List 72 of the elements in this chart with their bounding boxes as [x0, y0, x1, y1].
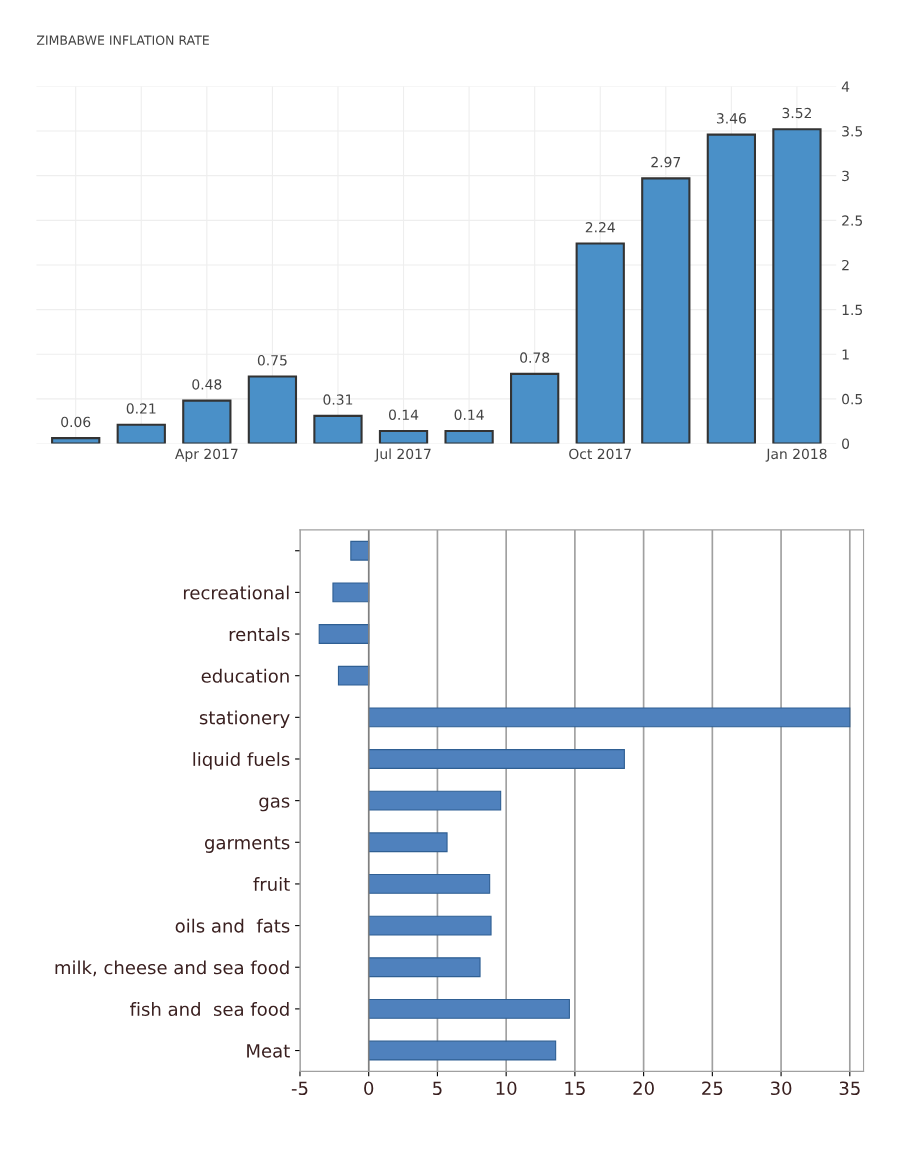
y-tick-label: education — [201, 668, 289, 683]
y-tick-label: stationery — [199, 710, 290, 728]
data-label: 0.78 — [520, 352, 550, 363]
y-tick-label: gas — [259, 797, 290, 812]
x-tick-label: 20 — [633, 1081, 654, 1096]
bar — [368, 957, 481, 978]
x-tick-label: Apr 2017 — [175, 448, 238, 462]
x-tick-label: Jan 2018 — [765, 448, 827, 462]
bar — [368, 832, 448, 853]
y-tick-label: 0.5 — [842, 393, 863, 405]
x-tick-label: -5 — [291, 1081, 308, 1096]
bar — [247, 375, 298, 444]
x-tick-label: 10 — [496, 1081, 517, 1096]
bar — [575, 242, 625, 444]
y-tick-label: 1 — [842, 349, 849, 360]
bar — [368, 998, 570, 1019]
y-tick-label: 4 — [841, 81, 850, 92]
bar — [368, 1040, 557, 1061]
x-tick-label: 30 — [770, 1081, 792, 1096]
bar — [641, 177, 691, 444]
y-tick-label: Meat — [247, 1044, 290, 1058]
bar — [706, 133, 757, 444]
data-label: 2.24 — [585, 222, 615, 233]
bar — [350, 540, 370, 561]
x-tick-label: Oct 2017 — [569, 448, 631, 460]
y-tick-label: 3.5 — [842, 126, 863, 137]
x-tick-label: Jul 2017 — [374, 448, 431, 462]
bar — [337, 665, 370, 686]
bar — [444, 429, 494, 444]
bar — [318, 624, 370, 644]
data-label: 3.46 — [716, 113, 746, 124]
data-label: 0.31 — [323, 394, 353, 405]
x-tick-label: 5 — [433, 1081, 442, 1096]
bar — [368, 749, 625, 769]
data-label: 0.14 — [388, 409, 419, 420]
data-label: 0.21 — [126, 403, 156, 414]
y-tick-label: oils and fats — [175, 918, 290, 933]
y-tick-label: 3 — [842, 170, 849, 182]
x-tick-label: 25 — [702, 1081, 723, 1096]
data-label: 3.52 — [782, 107, 812, 119]
bar — [313, 414, 363, 444]
y-tick-label: 0 — [842, 438, 850, 449]
x-tick-label: 35 — [839, 1081, 860, 1096]
bar — [510, 372, 560, 444]
data-label: 0.06 — [61, 416, 91, 428]
y-tick-label: fish and sea food — [130, 1002, 289, 1016]
x-tick-label: 15 — [565, 1081, 585, 1096]
bar — [51, 437, 101, 444]
y-tick-label: 2 — [842, 259, 849, 271]
bar — [332, 582, 370, 603]
bar — [182, 399, 232, 444]
bar — [368, 707, 851, 728]
y-tick-label: rentals — [229, 627, 290, 642]
bar — [116, 423, 166, 444]
bar — [368, 915, 492, 936]
y-tick-label: garments — [204, 836, 290, 853]
bar — [368, 790, 502, 811]
data-label: 0.14 — [454, 409, 484, 420]
y-tick-label: liquid fuels — [193, 752, 290, 770]
x-tick-label: 0 — [364, 1081, 374, 1096]
bar — [368, 874, 491, 894]
data-label: 0.75 — [257, 355, 287, 366]
y-tick-label: 2.5 — [842, 215, 863, 226]
bar — [378, 429, 429, 444]
bar — [772, 128, 822, 444]
chart-title: ZIMBABWE INFLATION RATE — [36, 35, 209, 45]
y-tick-label: milk, cheese and sea food — [55, 960, 289, 977]
data-label: 0.48 — [192, 379, 222, 390]
y-tick-label: recreational — [183, 585, 289, 600]
data-label: 2.97 — [651, 156, 681, 168]
y-tick-label: fruit — [253, 877, 290, 892]
y-tick-label: 1.5 — [842, 304, 863, 316]
